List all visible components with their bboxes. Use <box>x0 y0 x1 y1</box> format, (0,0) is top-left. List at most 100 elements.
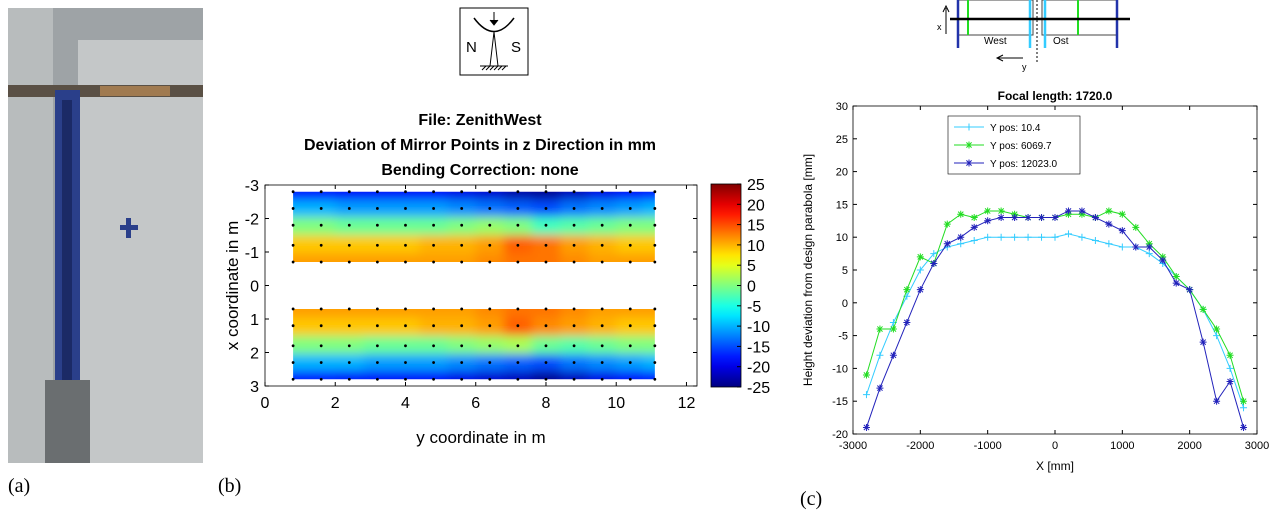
data-point <box>1078 207 1086 215</box>
y-tick-label: 30 <box>836 101 848 113</box>
measurement-point <box>600 344 604 348</box>
heatmap-cell <box>293 354 308 372</box>
legend-label: Y pos: 6069.7 <box>990 141 1052 152</box>
heatmap-cell <box>293 200 308 218</box>
measurement-point <box>319 190 323 194</box>
heatmap-cell <box>363 370 392 380</box>
measurement-point <box>600 260 604 264</box>
colorbar-tick-label: 15 <box>747 218 765 235</box>
heatmap-cell <box>475 370 505 380</box>
measurement-point <box>375 223 379 227</box>
data-point <box>1038 233 1046 241</box>
heatmap-cell <box>531 253 561 275</box>
measurement-point <box>572 190 576 194</box>
heatmap-cell <box>503 296 533 318</box>
measurement-point <box>347 207 351 210</box>
y-axis-label: Height deviation from design parabola [m… <box>801 154 815 386</box>
data-point <box>1118 227 1126 235</box>
x-tick-label: -3000 <box>839 440 867 452</box>
data-point <box>916 286 924 294</box>
measurement-point <box>544 361 548 364</box>
measurement-point <box>572 324 576 328</box>
measurement-point <box>628 260 632 264</box>
measurement-point <box>291 377 295 381</box>
measurement-point <box>488 377 492 381</box>
data-point <box>1240 404 1248 412</box>
measurement-point <box>347 324 351 328</box>
heatmap-cell <box>588 370 617 380</box>
data-point <box>862 371 870 379</box>
measurement-point <box>375 361 379 364</box>
measurement-point <box>600 243 604 247</box>
data-point <box>1240 397 1248 405</box>
heatmap-cell <box>560 191 589 201</box>
heatmap-cell <box>363 191 392 201</box>
data-point <box>930 259 938 267</box>
measurement-point <box>460 243 464 247</box>
data-point <box>957 240 965 248</box>
measurement-point <box>460 361 464 364</box>
data-point <box>1105 220 1113 228</box>
heatmap-cell <box>560 296 589 318</box>
heatmap-cell <box>307 191 336 201</box>
measurement-point <box>600 307 604 311</box>
measurement-point <box>516 377 520 381</box>
heatmap-cell <box>293 235 308 255</box>
measurement-point <box>347 243 351 247</box>
measurement-point <box>516 344 520 348</box>
data-point <box>916 266 924 274</box>
y-tick-label: -5 <box>838 331 848 343</box>
data-point <box>903 286 911 294</box>
chart-title: File: ZenithWest <box>418 112 542 129</box>
measurement-point <box>291 361 295 364</box>
measurement-point <box>628 207 632 210</box>
layout-diagram <box>942 0 1130 62</box>
data-point <box>1024 233 1032 241</box>
data-point <box>984 207 992 215</box>
measurement-point <box>319 377 323 381</box>
measurement-point <box>653 307 657 311</box>
measurement-point <box>488 243 492 247</box>
measurement-point <box>375 190 379 194</box>
heatmap-cell <box>419 253 449 275</box>
colorbar-tick-label: 20 <box>747 197 765 214</box>
chart-title: Deviation of Mirror Points in z Directio… <box>304 137 656 154</box>
heatmap-cell <box>391 296 421 318</box>
heatmap-cell <box>447 296 477 318</box>
measurement-point <box>600 324 604 328</box>
measurement-point <box>488 361 492 364</box>
heatmap-cell <box>642 335 655 355</box>
heatmap-cell <box>531 191 561 201</box>
heatmap-cell <box>335 191 364 201</box>
measurement-point <box>347 361 351 364</box>
y-tick-label: -15 <box>832 396 848 408</box>
heatmap-cell <box>642 191 655 201</box>
measurement-point <box>291 260 295 264</box>
measurement-point <box>544 377 548 381</box>
measurement-point <box>460 344 464 348</box>
measurement-point <box>347 223 351 227</box>
data-point <box>1132 243 1140 251</box>
y-tick-label: 2 <box>250 346 259 363</box>
measurement-point <box>516 307 520 311</box>
measurement-point <box>544 207 548 210</box>
measurement-point <box>460 207 464 210</box>
heatmap-cell <box>391 253 421 275</box>
heatmap-cell <box>475 191 505 201</box>
data-point <box>1105 207 1113 215</box>
measurement-point <box>432 223 435 227</box>
measurement-point <box>572 344 576 348</box>
data-point <box>1064 230 1072 238</box>
data-point <box>970 214 978 222</box>
heatmap-cell <box>560 253 589 275</box>
y-tick-label: 0 <box>842 298 848 310</box>
measurement-point <box>600 207 604 210</box>
measurement-point <box>488 207 492 210</box>
heatmap-cells <box>293 191 655 380</box>
heatmap-cell <box>293 370 308 380</box>
y-tick-label: -20 <box>832 429 848 441</box>
x-tick-label: 12 <box>678 395 696 412</box>
data-point <box>1159 256 1167 264</box>
measurement-point <box>544 324 548 328</box>
data-point <box>1226 364 1234 372</box>
